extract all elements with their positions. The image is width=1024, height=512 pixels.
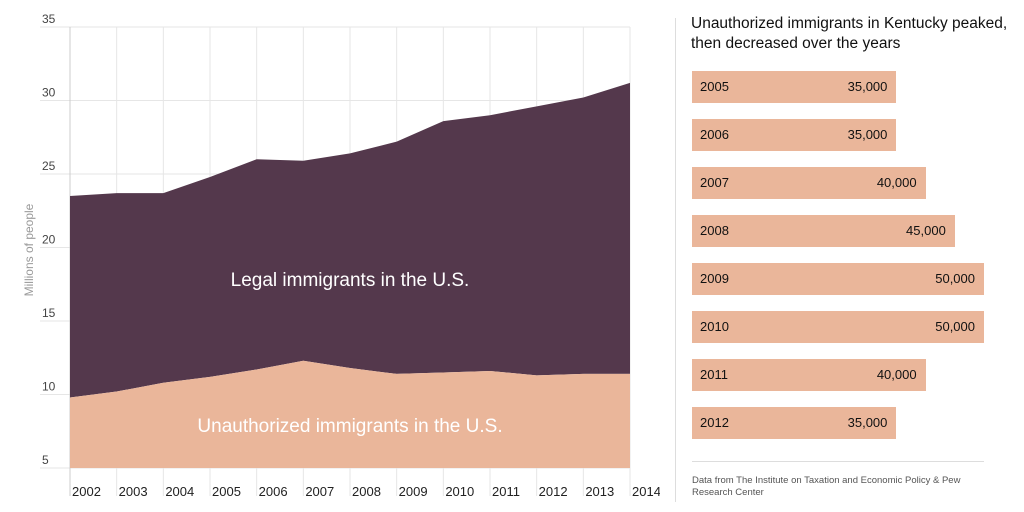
bar-value-label: 50,000 xyxy=(935,319,975,334)
y-tick-label: 30 xyxy=(42,86,56,100)
bar-category-label: 2011 xyxy=(700,367,728,382)
x-tick-label: 2010 xyxy=(445,484,474,499)
y-tick-label: 10 xyxy=(42,380,56,394)
x-tick-label: 2006 xyxy=(259,484,288,499)
area-layer xyxy=(70,82,630,468)
bar-value-label: 35,000 xyxy=(847,79,888,94)
x-tick-label: 2014 xyxy=(632,484,660,499)
x-tick-label: 2004 xyxy=(165,484,194,499)
y-tick-label: 25 xyxy=(42,159,56,173)
y-tick-label: 20 xyxy=(42,233,56,247)
area-legal-immigrants xyxy=(70,82,630,398)
bar: 2005 35,000 xyxy=(692,71,897,103)
bar-value-label: 35,000 xyxy=(847,127,888,142)
bar-value-label: 35,000 xyxy=(847,415,888,430)
panel-divider xyxy=(675,18,676,502)
bar-value-label: 45,000 xyxy=(906,223,946,238)
kentucky-panel: Unauthorized immigrants in Kentucky peak… xyxy=(675,0,1024,512)
area-unauthorized-immigrants xyxy=(70,360,630,468)
y-tick-label: 15 xyxy=(42,306,56,320)
y-axis-label: Millions of people xyxy=(22,203,36,296)
bar-category-label: 2005 xyxy=(700,79,729,94)
x-tick-label: 2002 xyxy=(72,484,101,499)
bar: 2008 45,000 xyxy=(692,215,955,247)
bar-category-label: 2009 xyxy=(700,271,729,286)
bar: 2006 35,000 xyxy=(692,119,897,151)
x-tick-label: 2008 xyxy=(352,484,381,499)
y-tick-label: 35 xyxy=(42,12,56,26)
series-label-unauthorized: Unauthorized immigrants in the U.S. xyxy=(197,416,502,437)
source-divider xyxy=(692,461,984,462)
x-tick-label: 2013 xyxy=(585,484,614,499)
bar: 2007 40,000 xyxy=(692,167,926,199)
series-label-legal: Legal immigrants in the U.S. xyxy=(231,270,470,291)
bar-category-label: 2008 xyxy=(700,223,729,238)
x-tick-label: 2012 xyxy=(539,484,568,499)
stacked-area-chart: 5 10 15 20 25 30 35 2002 2003 2004 2005 2006 2007 200… xyxy=(22,12,660,499)
x-tick-label: 2009 xyxy=(399,484,428,499)
source-note: Data from The Institute on Taxation and … xyxy=(692,475,961,498)
bar: 2012 35,000 xyxy=(692,407,897,439)
y-tick-label: 5 xyxy=(42,453,49,467)
bar-category-label: 2007 xyxy=(700,175,729,190)
x-tick-label: 2011 xyxy=(492,484,520,499)
bar-category-label: 2006 xyxy=(700,127,729,142)
x-tick-label: 2005 xyxy=(212,484,241,499)
bar-category-label: 2010 xyxy=(700,319,729,334)
bar: 2009 50,000 xyxy=(692,263,984,295)
bar: 2010 50,000 xyxy=(692,311,984,343)
bar-category-label: 2012 xyxy=(700,415,729,430)
bar-value-label: 40,000 xyxy=(876,175,917,190)
tick-labels: 5 10 15 20 25 30 35 2002 2003 2004 2005 2006 2007 200… xyxy=(42,12,660,499)
bar: 2011 40,000 xyxy=(692,359,926,391)
bar-value-label: 40,000 xyxy=(876,367,917,382)
kentucky-chart-title: Unauthorized immigrants in Kentucky peak… xyxy=(691,15,1008,52)
bar-value-label: 50,000 xyxy=(935,271,975,286)
x-tick-label: 2007 xyxy=(305,484,334,499)
x-tick-label: 2003 xyxy=(119,484,148,499)
